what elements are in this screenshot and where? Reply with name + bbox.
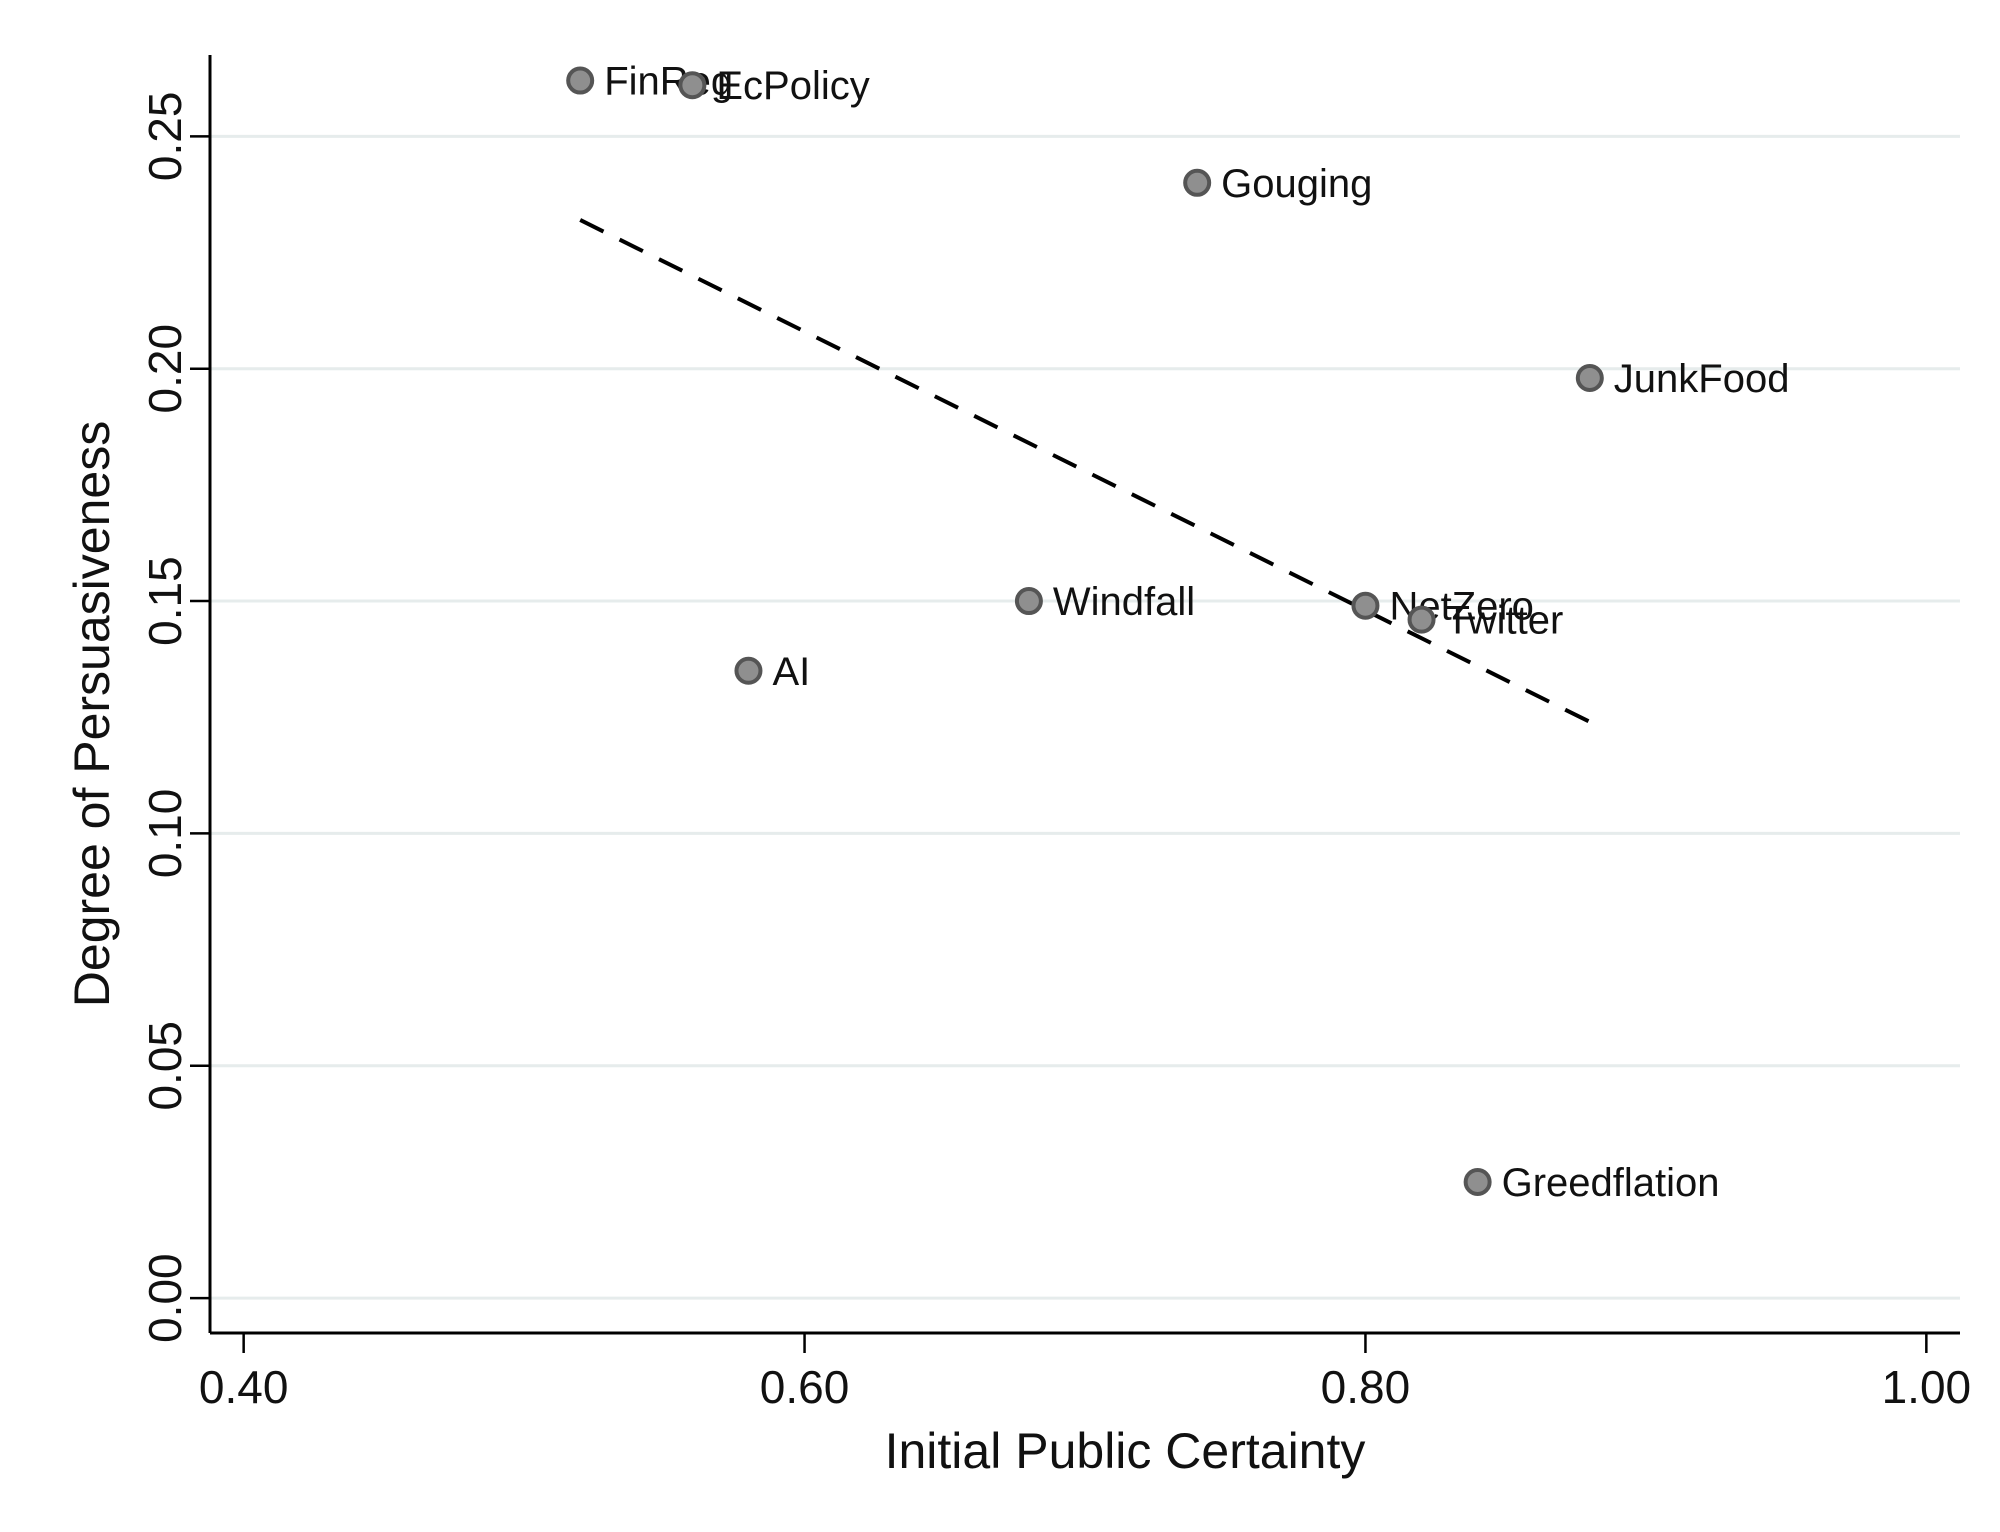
point-label: EcPolicy: [716, 64, 869, 108]
point-label: Greedflation: [1502, 1161, 1720, 1205]
x-tick-label: 0.60: [760, 1361, 850, 1413]
point-label: Twitter: [1446, 599, 1564, 643]
point-label: Windfall: [1053, 580, 1195, 624]
scatter-point: [566, 66, 595, 95]
y-tick-label: 0.05: [139, 1021, 191, 1111]
x-axis-title: Initial Public Certainty: [885, 1423, 1366, 1479]
fit-line-layer: [579, 218, 1591, 724]
fit-line: [579, 218, 1591, 724]
point-label: Gouging: [1221, 162, 1372, 206]
y-tick-label: 0.00: [139, 1253, 191, 1343]
scatter-point: [1351, 591, 1380, 620]
x-tick-label: 0.40: [199, 1361, 289, 1413]
gridlines: [210, 134, 1960, 1300]
y-tick-label: 0.25: [139, 92, 191, 182]
y-tick-label: 0.20: [139, 324, 191, 414]
point-label: AI: [772, 650, 810, 694]
axes: 0.00 0.05 0.10 0.15 0.20 0.25 0.40 0.60 0.80 1.00: [139, 55, 1971, 1413]
x-tick-label: 0.80: [1321, 1361, 1411, 1413]
y-tick-label: 0.10: [139, 789, 191, 879]
scatter-point: [1014, 587, 1043, 616]
y-axis-title: Degree of Persuasiveness: [64, 421, 120, 1007]
scatter-point: [1575, 363, 1604, 392]
point-label: JunkFood: [1614, 357, 1790, 401]
scatter-point: [1407, 605, 1436, 634]
scatter-point: [734, 656, 763, 685]
scatter-point: [1463, 1167, 1492, 1196]
x-tick-label: 1.00: [1882, 1361, 1972, 1413]
point-label: FinReg: [604, 60, 733, 104]
y-tick-label: 0.15: [139, 556, 191, 646]
scatter-point: [1183, 168, 1212, 197]
scatter-point: [678, 71, 707, 100]
